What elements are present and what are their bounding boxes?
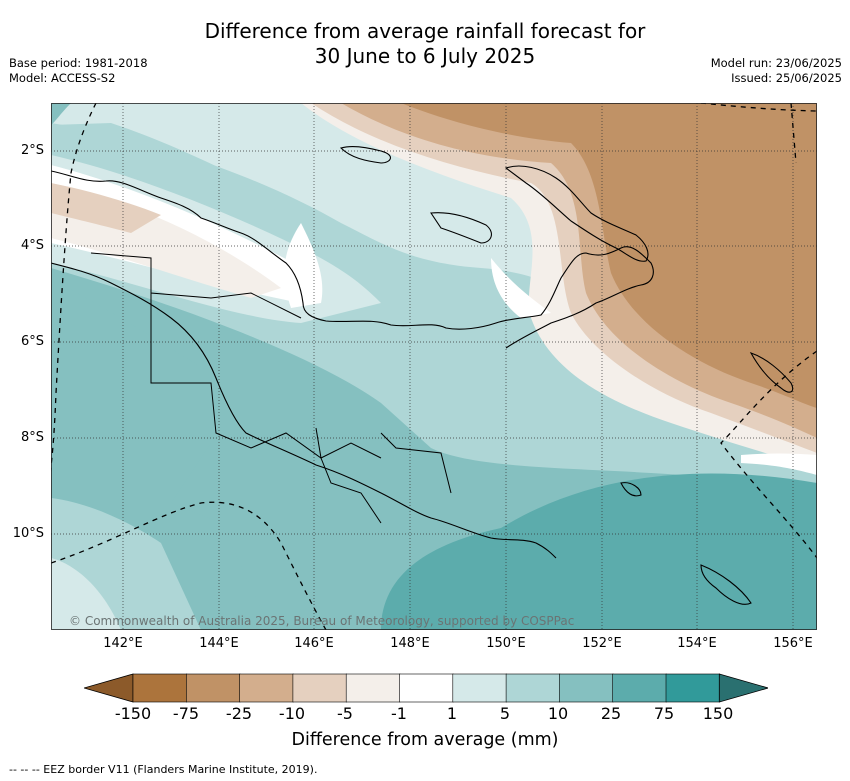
model-name: Model: ACCESS-S2	[9, 71, 116, 85]
model-info-left: Base period: 1981-2018 Model: ACCESS-S2	[9, 56, 148, 86]
lat-label: 6°S	[20, 334, 44, 349]
colorbar-segment	[665, 673, 721, 703]
colorbar-tick: -5	[337, 704, 353, 723]
colorbar-segment	[505, 673, 561, 703]
map-frame	[51, 103, 817, 630]
colorbar-label: Difference from average (mm)	[291, 730, 559, 750]
colorbar-segment	[132, 673, 188, 703]
lat-label: 10°S	[12, 526, 44, 541]
chart-title: Difference from average rainfall forecas…	[0, 19, 850, 69]
colorbar-tick: -1	[391, 704, 407, 723]
title-line-2: 30 June to 6 July 2025	[314, 44, 536, 68]
copyright-notice: © Commonwealth of Australia 2025, Bureau…	[69, 614, 575, 628]
colorbar-segment	[239, 673, 294, 703]
lat-label: 4°S	[20, 238, 44, 253]
colorbar-segment	[345, 673, 401, 703]
lon-label: 152°E	[582, 636, 622, 651]
colorbar-segment	[186, 673, 241, 703]
coastlines	[51, 146, 794, 605]
colorbar-segment	[559, 673, 614, 703]
model-run: Model run: 23/06/2025	[710, 56, 842, 70]
lon-label: 154°E	[677, 636, 717, 651]
colorbar-tick: 5	[499, 704, 511, 723]
colorbar-tick: -10	[278, 704, 306, 723]
lat-label: 2°S	[20, 143, 44, 158]
colorbar-under-arrow	[84, 673, 134, 703]
colorbar-tick: 150	[702, 704, 734, 723]
lat-label: 8°S	[20, 430, 44, 445]
colorbar-tick: 10	[547, 704, 569, 723]
colorbar-segment	[612, 673, 667, 703]
issued-date: Issued: 25/06/2025	[731, 71, 842, 85]
colorbar-segment	[452, 673, 507, 703]
model-info-right: Model run: 23/06/2025 Issued: 25/06/2025	[711, 56, 842, 86]
colorbar	[84, 673, 768, 703]
colorbar-tick: 75	[653, 704, 675, 723]
colorbar-tick: 1	[446, 704, 458, 723]
lon-label: 144°E	[199, 636, 239, 651]
eez-legend-note: -- -- -- EEZ border V11 (Flanders Marine…	[9, 763, 318, 776]
rainfall-anomaly-map	[51, 103, 817, 630]
colorbar-tick: -25	[225, 704, 253, 723]
colorbar-tick: 25	[600, 704, 622, 723]
gridlines	[51, 103, 817, 630]
lon-label: 150°E	[486, 636, 526, 651]
anomaly-fill-layer	[51, 103, 817, 630]
colorbar-tick: -75	[172, 704, 200, 723]
colorbar-tick: -150	[114, 704, 152, 723]
boundaries	[90, 252, 452, 524]
lon-label: 142°E	[103, 636, 143, 651]
colorbar-over-arrow	[718, 673, 768, 703]
base-period: Base period: 1981-2018	[9, 56, 148, 70]
colorbar-segment	[292, 673, 347, 703]
lon-label: 156°E	[773, 636, 813, 651]
colorbar-segment	[399, 673, 454, 703]
lon-label: 148°E	[390, 636, 430, 651]
title-line-1: Difference from average rainfall forecas…	[204, 19, 646, 43]
lon-label: 146°E	[294, 636, 334, 651]
